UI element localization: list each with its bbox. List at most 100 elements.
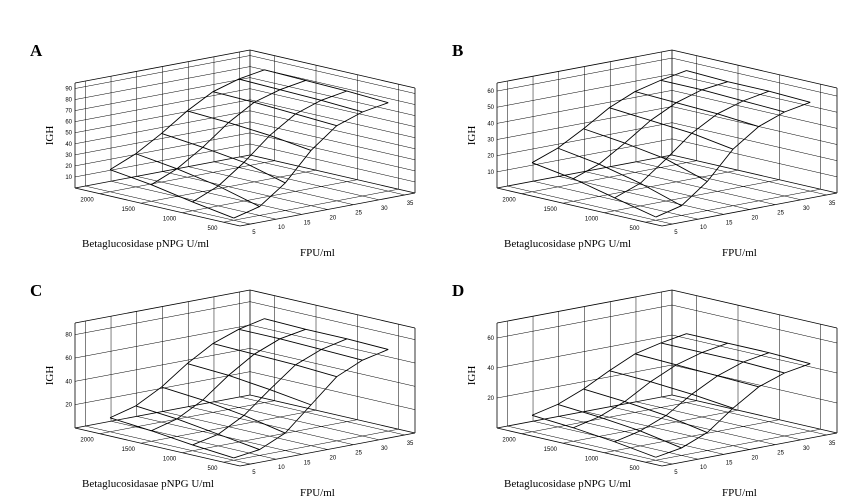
grid-line: [661, 396, 827, 436]
surface-column: [686, 70, 811, 103]
y-tick-label: 2000: [502, 438, 516, 444]
x-axis-label: FPU/ml: [300, 247, 335, 259]
surface-column: [660, 79, 785, 113]
grid-line: [182, 179, 358, 213]
x-tick-label: 30: [381, 446, 388, 452]
z-tick-label: 40: [65, 379, 72, 385]
x-tick-label: 15: [304, 460, 311, 466]
y-tick-label: 1000: [585, 457, 599, 463]
grid-line: [532, 420, 699, 460]
grid-line: [671, 304, 838, 344]
surface-column: [212, 91, 337, 127]
z-tick-label: 70: [65, 109, 72, 115]
surface-column: [212, 343, 337, 378]
box-edge: [671, 49, 838, 89]
z-tick-label: 30: [487, 138, 494, 144]
y-tick-label: 1000: [163, 217, 177, 223]
x-tick-label: 10: [700, 465, 707, 471]
x-axis-label: FPU/ml: [722, 247, 757, 259]
grid-line: [249, 88, 416, 127]
y-tick-label: 2000: [80, 198, 94, 204]
surface-row: [531, 70, 687, 164]
x-tick-label: 35: [407, 201, 414, 207]
z-tick-label: 40: [487, 366, 494, 372]
surface-column: [109, 417, 234, 459]
surface-row: [531, 333, 687, 416]
x-axis-label: FPU/ml: [300, 487, 335, 499]
z-tick-label: 60: [487, 89, 494, 95]
z-tick-label: 60: [487, 336, 494, 342]
x-tick-label: 5: [674, 230, 678, 236]
grid-line: [671, 57, 838, 97]
z-axis-label: IGH: [466, 366, 478, 386]
grid-line: [239, 156, 405, 196]
x-tick-label: 35: [829, 201, 836, 207]
grid-line: [162, 171, 328, 210]
grid-line: [671, 334, 838, 374]
grid-line: [635, 401, 802, 441]
surface-column: [609, 370, 734, 409]
grid-line: [249, 143, 416, 183]
surface-column: [583, 388, 708, 433]
x-tick-label: 15: [726, 460, 733, 466]
x-tick-label: 10: [278, 225, 285, 231]
y-axis-label: Betaglucosidase pNPG U/ml: [82, 238, 209, 250]
surface-column: [531, 414, 656, 458]
grid-line: [213, 161, 380, 201]
surface-column: [660, 342, 785, 374]
grid-line: [140, 169, 317, 204]
x-tick-label: 25: [777, 451, 784, 457]
grid-line: [249, 55, 416, 94]
y-tick-label: 2000: [80, 438, 94, 444]
grid-line: [249, 301, 416, 340]
grid-line: [136, 416, 302, 455]
grid-line: [584, 411, 750, 450]
y-axis-label: Betaglucosidase pNPG U/ml: [504, 478, 631, 490]
z-tick-label: 30: [65, 153, 72, 159]
y-tick-label: 500: [629, 466, 640, 472]
panel-label: D: [452, 281, 464, 300]
x-tick-label: 20: [330, 216, 337, 222]
x-tick-label: 30: [803, 206, 810, 212]
z-tick-label: 50: [65, 131, 72, 137]
grid-line: [635, 161, 802, 201]
y-tick-label: 1500: [544, 207, 558, 213]
z-tick-label: 80: [65, 98, 72, 104]
surface-column: [238, 78, 363, 113]
x-axis-label: FPU/ml: [722, 487, 757, 499]
y-tick-label: 1000: [163, 457, 177, 463]
surface-row: [151, 328, 306, 432]
grid-line: [521, 400, 697, 434]
x-tick-label: 20: [330, 456, 337, 462]
x-tick-label: 25: [777, 211, 784, 217]
grid-line: [671, 122, 838, 161]
z-tick-label: 80: [65, 333, 72, 339]
surface-row: [109, 318, 265, 419]
grid-line: [182, 419, 358, 453]
x-tick-label: 25: [355, 211, 362, 217]
grid-line: [610, 406, 776, 445]
grid-line: [604, 419, 780, 453]
x-tick-label: 5: [674, 470, 678, 476]
surface-column: [686, 333, 811, 365]
surface-row: [655, 363, 811, 458]
z-tick-label: 60: [65, 356, 72, 362]
surface-column: [161, 386, 286, 434]
grid-line: [188, 166, 354, 205]
box-edge: [671, 289, 838, 329]
panel-label: A: [30, 41, 43, 60]
panel-label: C: [30, 281, 42, 300]
x-tick-label: 30: [803, 446, 810, 452]
x-tick-label: 20: [752, 456, 759, 462]
grid-line: [99, 400, 275, 434]
grid-line: [610, 166, 776, 205]
surface-column: [187, 110, 312, 151]
z-tick-label: 10: [487, 170, 494, 176]
x-tick-label: 5: [252, 230, 256, 236]
grid-line: [85, 185, 251, 225]
y-tick-label: 1500: [122, 447, 136, 453]
box-edge: [671, 154, 838, 194]
surface-column: [109, 169, 234, 219]
y-tick-label: 500: [207, 466, 218, 472]
z-axis-label: IGH: [44, 126, 56, 146]
